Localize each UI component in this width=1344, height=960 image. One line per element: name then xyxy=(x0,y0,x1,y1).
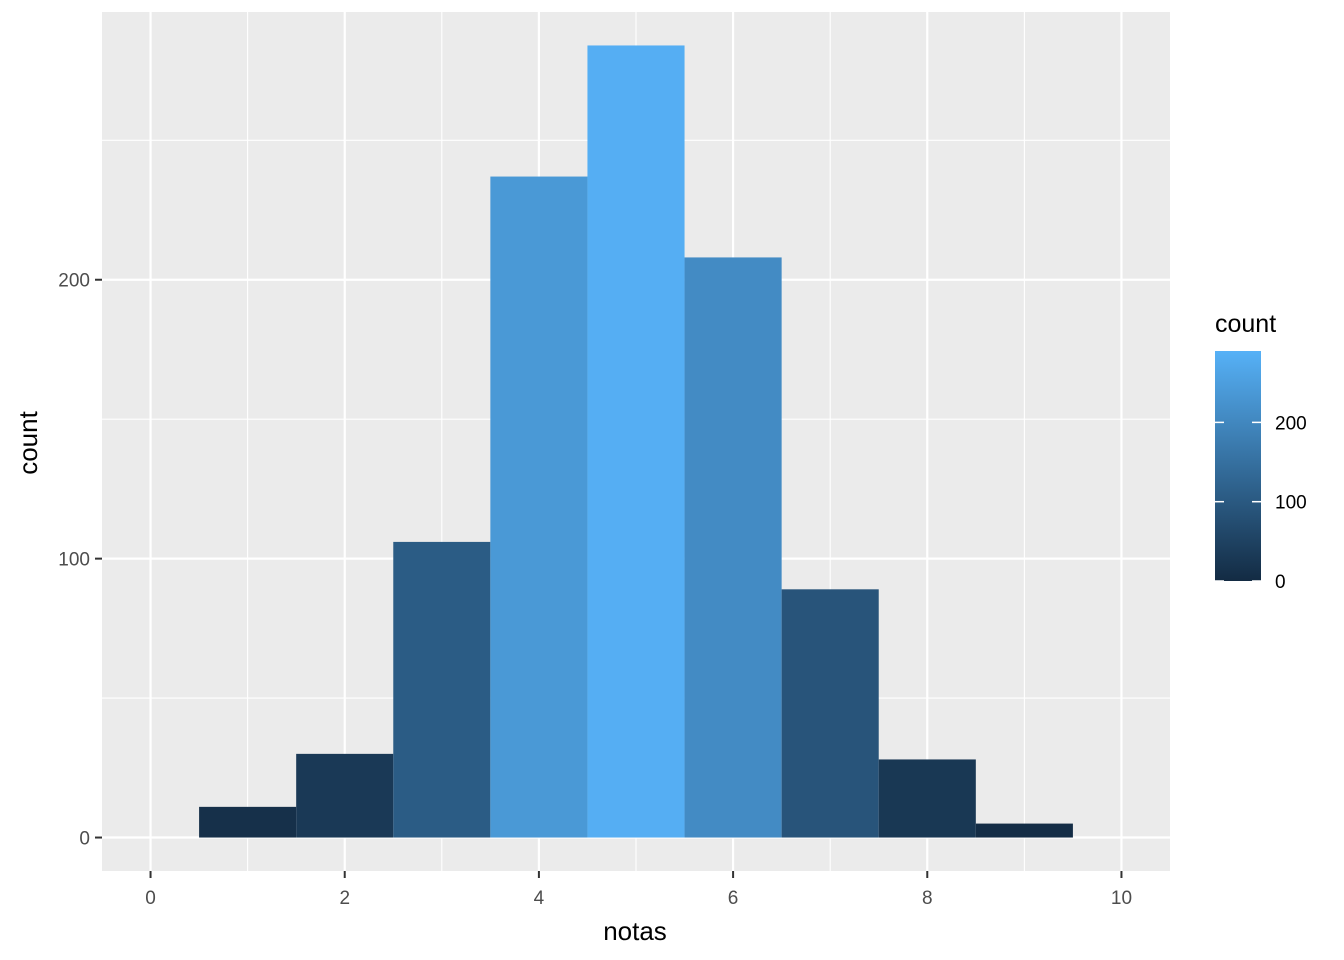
y-tick-label: 0 xyxy=(79,829,90,850)
x-tick-label: 8 xyxy=(922,888,933,909)
histogram-bar xyxy=(878,759,976,838)
x-tick-label: 6 xyxy=(728,888,739,909)
y-tick-label: 200 xyxy=(58,271,90,292)
x-axis-title: notas xyxy=(603,916,667,946)
colorbar xyxy=(1215,351,1261,581)
histogram-bar xyxy=(296,753,394,838)
y-tick-label: 100 xyxy=(58,550,90,571)
histogram-bar xyxy=(781,589,879,838)
histogram-bars xyxy=(199,45,1073,838)
histogram-bar xyxy=(684,257,782,838)
x-tick-label: 10 xyxy=(1111,888,1132,909)
histogram-bar xyxy=(199,806,297,838)
legend-break-label: 200 xyxy=(1275,413,1307,434)
histogram-bar xyxy=(490,176,588,838)
legend-title: count xyxy=(1215,310,1276,338)
y-axis-title: count xyxy=(13,410,43,474)
legend-break-label: 0 xyxy=(1275,572,1286,593)
color-legend: count 0 100 200 xyxy=(1215,310,1307,593)
histogram-bar xyxy=(587,45,685,838)
x-tick-label: 4 xyxy=(534,888,545,909)
histogram-bar xyxy=(393,541,491,838)
colorbar-ticks: 0 100 200 xyxy=(1215,413,1307,593)
histogram-bar xyxy=(975,823,1073,838)
x-tick-label: 2 xyxy=(339,888,350,909)
x-tick-label: 0 xyxy=(145,888,156,909)
legend-break-label: 100 xyxy=(1275,493,1307,514)
